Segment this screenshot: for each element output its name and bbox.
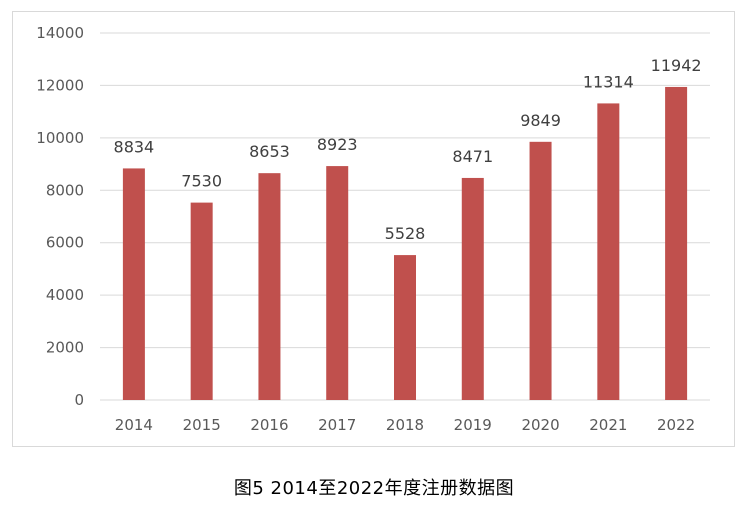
y-tick-label: 10000	[36, 129, 84, 147]
x-tick-label: 2022	[657, 416, 695, 434]
x-tick-label: 2019	[454, 416, 492, 434]
x-tick-label: 2017	[318, 416, 356, 434]
bar-2019	[461, 177, 484, 400]
data-label-2018: 5528	[385, 224, 426, 243]
figure-caption: 图5 2014至2022年度注册数据图	[233, 478, 515, 499]
data-label-2022: 11942	[651, 56, 702, 75]
y-tick-label: 12000	[36, 76, 84, 94]
bar-2016	[258, 173, 281, 400]
data-label-2015: 7530	[181, 172, 222, 191]
bars	[122, 86, 688, 401]
bar-2020	[529, 141, 552, 401]
data-label-2021: 11314	[583, 72, 634, 91]
data-labels: 8834 7530 8653 8923 5528 8471 9849 11314 11942	[114, 56, 702, 243]
data-label-2014: 8834	[114, 137, 155, 156]
y-tick-label: 8000	[46, 181, 84, 199]
y-tick-label: 14000	[36, 24, 84, 42]
bar-2017	[326, 166, 349, 400]
x-tick-label: 2021	[589, 416, 627, 434]
y-axis-ticks: 0 2000 4000 6000 8000 10000 12000 14000	[36, 24, 84, 409]
x-tick-label: 2020	[521, 416, 559, 434]
data-label-2020: 9849	[520, 111, 561, 130]
x-axis-ticks: 2014 2015 2016 2017 2018 2019 2020 2021 2022	[115, 416, 695, 434]
x-tick-label: 2016	[250, 416, 288, 434]
x-tick-label: 2015	[183, 416, 221, 434]
bar-2014	[122, 168, 145, 400]
data-label-2017: 8923	[317, 135, 358, 154]
y-tick-label: 2000	[46, 339, 84, 357]
y-tick-label: 4000	[46, 286, 84, 304]
bar-2015	[190, 202, 213, 400]
bar-2018	[394, 255, 416, 400]
bar-2021	[597, 103, 620, 401]
x-tick-label: 2014	[115, 416, 153, 434]
data-label-2016: 8653	[249, 142, 290, 161]
bar-2022	[665, 86, 688, 400]
x-tick-label: 2018	[386, 416, 424, 434]
y-tick-label: 6000	[46, 234, 84, 252]
data-label-2019: 8471	[452, 147, 493, 166]
y-tick-label: 0	[74, 391, 84, 409]
